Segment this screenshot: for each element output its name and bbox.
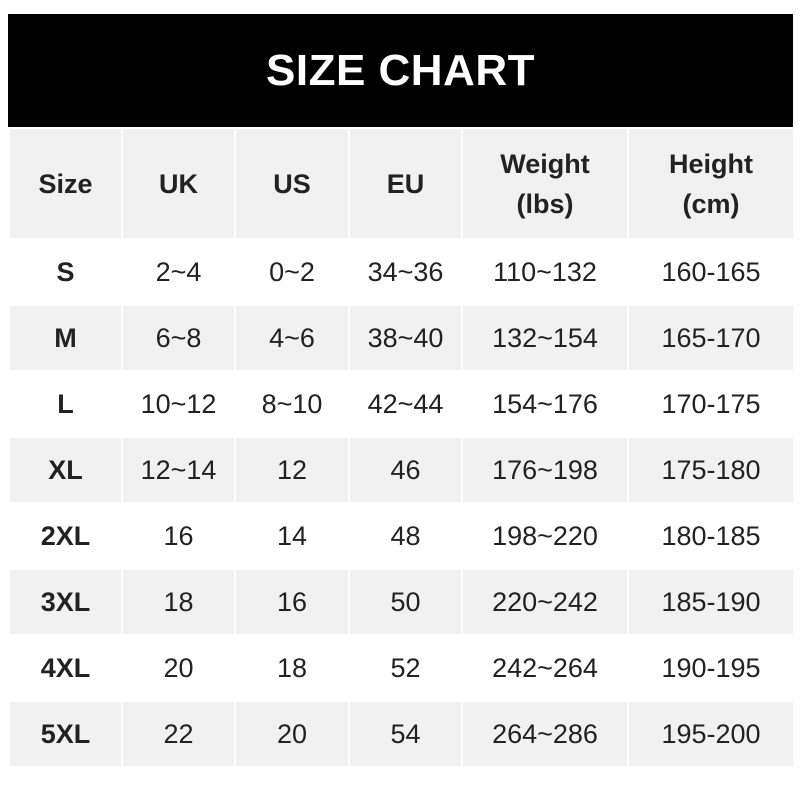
cell-us: 12 (234, 436, 350, 504)
cell-size: M (8, 304, 123, 372)
cell-weight: 176~198 (461, 436, 629, 504)
cell-height: 185-190 (627, 568, 795, 636)
column-header-line: Height (669, 148, 753, 179)
cell-eu: 46 (348, 436, 463, 504)
column-header-uk: UK (121, 127, 236, 240)
cell-size: 5XL (8, 700, 123, 768)
cell-uk: 20 (121, 634, 236, 702)
column-header-height: Height (cm) (627, 127, 795, 240)
cell-weight: 220~242 (461, 568, 629, 636)
cell-size: XL (8, 436, 123, 504)
size-chart-title: SIZE CHART (8, 14, 793, 127)
column-header-line: UK (159, 168, 198, 199)
cell-us: 18 (234, 634, 350, 702)
cell-uk: 12~14 (121, 436, 236, 504)
cell-weight: 242~264 (461, 634, 629, 702)
cell-size: 2XL (8, 502, 123, 570)
column-header-line: (cm) (682, 188, 740, 219)
table-row: 4XL 20 18 52 242~264 190-195 (8, 634, 795, 702)
cell-weight: 132~154 (461, 304, 629, 372)
cell-us: 8~10 (234, 370, 350, 438)
cell-height: 190-195 (627, 634, 795, 702)
column-header-line: (lbs) (516, 188, 574, 219)
cell-eu: 54 (348, 700, 463, 768)
cell-us: 20 (234, 700, 350, 768)
cell-us: 4~6 (234, 304, 350, 372)
cell-us: 16 (234, 568, 350, 636)
table-row: 3XL 18 16 50 220~242 185-190 (8, 568, 795, 636)
cell-eu: 50 (348, 568, 463, 636)
cell-size: S (8, 238, 123, 306)
cell-size: L (8, 370, 123, 438)
cell-eu: 42~44 (348, 370, 463, 438)
cell-uk: 6~8 (121, 304, 236, 372)
cell-height: 195-200 (627, 700, 795, 768)
cell-uk: 2~4 (121, 238, 236, 306)
cell-height: 165-170 (627, 304, 795, 372)
cell-height: 175-180 (627, 436, 795, 504)
cell-height: 160-165 (627, 238, 795, 306)
cell-height: 180-185 (627, 502, 795, 570)
cell-weight: 198~220 (461, 502, 629, 570)
size-chart-table: Size UK US EU Weight (lbs) Height (cm) S 2~4 0~2 3… (8, 127, 795, 768)
table-row: 2XL 16 14 48 198~220 180-185 (8, 502, 795, 570)
table-row: M 6~8 4~6 38~40 132~154 165-170 (8, 304, 795, 372)
cell-eu: 48 (348, 502, 463, 570)
cell-eu: 38~40 (348, 304, 463, 372)
cell-us: 14 (234, 502, 350, 570)
column-header-line: US (273, 168, 311, 199)
column-header-line: EU (386, 168, 425, 199)
column-header-weight: Weight (lbs) (461, 127, 629, 240)
cell-us: 0~2 (234, 238, 350, 306)
cell-eu: 34~36 (348, 238, 463, 306)
table-row: L 10~12 8~10 42~44 154~176 170-175 (8, 370, 795, 438)
cell-uk: 16 (121, 502, 236, 570)
column-header-line: Weight (500, 148, 590, 179)
cell-size: 3XL (8, 568, 123, 636)
table-row: S 2~4 0~2 34~36 110~132 160-165 (8, 238, 795, 306)
column-header-size: Size (8, 127, 123, 240)
cell-weight: 154~176 (461, 370, 629, 438)
cell-eu: 52 (348, 634, 463, 702)
table-row: 5XL 22 20 54 264~286 195-200 (8, 700, 795, 768)
column-header-line: Size (38, 168, 93, 199)
cell-weight: 264~286 (461, 700, 629, 768)
header-row: Size UK US EU Weight (lbs) Height (cm) (8, 127, 795, 240)
cell-height: 170-175 (627, 370, 795, 438)
cell-uk: 22 (121, 700, 236, 768)
cell-uk: 10~12 (121, 370, 236, 438)
cell-uk: 18 (121, 568, 236, 636)
column-header-eu: EU (348, 127, 463, 240)
column-header-us: US (234, 127, 350, 240)
table-row: XL 12~14 12 46 176~198 175-180 (8, 436, 795, 504)
cell-weight: 110~132 (461, 238, 629, 306)
cell-size: 4XL (8, 634, 123, 702)
